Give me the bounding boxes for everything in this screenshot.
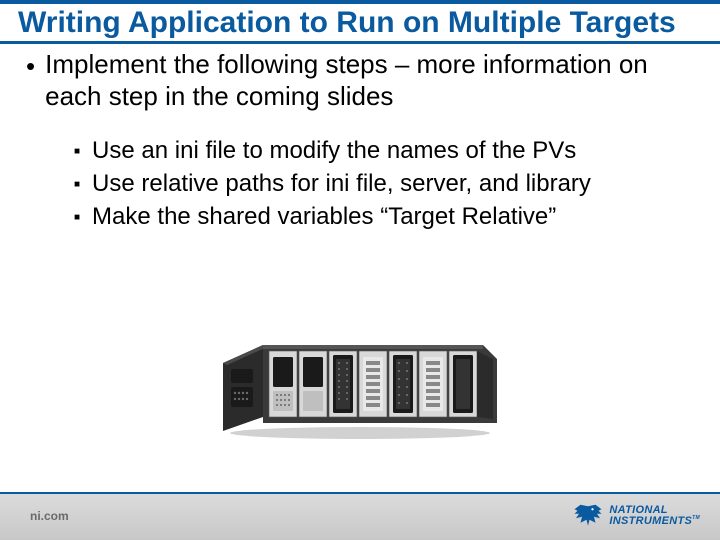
slide-footer: ni.com NATIONAL INSTRUMENTSTM: [0, 492, 720, 540]
sub-bullet-marker: ■: [74, 212, 80, 223]
ni-logo: NATIONAL INSTRUMENTSTM: [573, 503, 700, 529]
sub-bullet-list: ■ Use an ini file to modify the names of…: [26, 135, 700, 233]
main-bullet-text: Implement the following steps – more inf…: [45, 48, 700, 113]
slide-content: • Implement the following steps – more i…: [0, 48, 720, 233]
sub-bullet-item: ■ Use relative paths for ini file, serve…: [74, 168, 700, 199]
sub-bullet-text: Use an ini file to modify the names of t…: [92, 135, 576, 166]
bullet-marker: •: [26, 50, 35, 83]
ni-eagle-icon: [573, 503, 603, 529]
sub-bullet-text: Use relative paths for ini file, server,…: [92, 168, 591, 199]
main-bullet-row: • Implement the following steps – more i…: [26, 48, 700, 113]
sub-bullet-item: ■ Use an ini file to modify the names of…: [74, 135, 700, 166]
sub-bullet-marker: ■: [74, 179, 80, 190]
footer-url: ni.com: [30, 509, 69, 523]
sub-bullet-marker: ■: [74, 146, 80, 157]
hardware-chassis-image: [215, 335, 505, 440]
sub-bullet-text: Make the shared variables “Target Relati…: [92, 201, 556, 232]
slide-title: Writing Application to Run on Multiple T…: [0, 4, 720, 44]
ni-logo-instruments: INSTRUMENTSTM: [609, 516, 700, 527]
ni-logo-text: NATIONAL INSTRUMENTSTM: [609, 505, 700, 527]
sub-bullet-item: ■ Make the shared variables “Target Rela…: [74, 201, 700, 232]
